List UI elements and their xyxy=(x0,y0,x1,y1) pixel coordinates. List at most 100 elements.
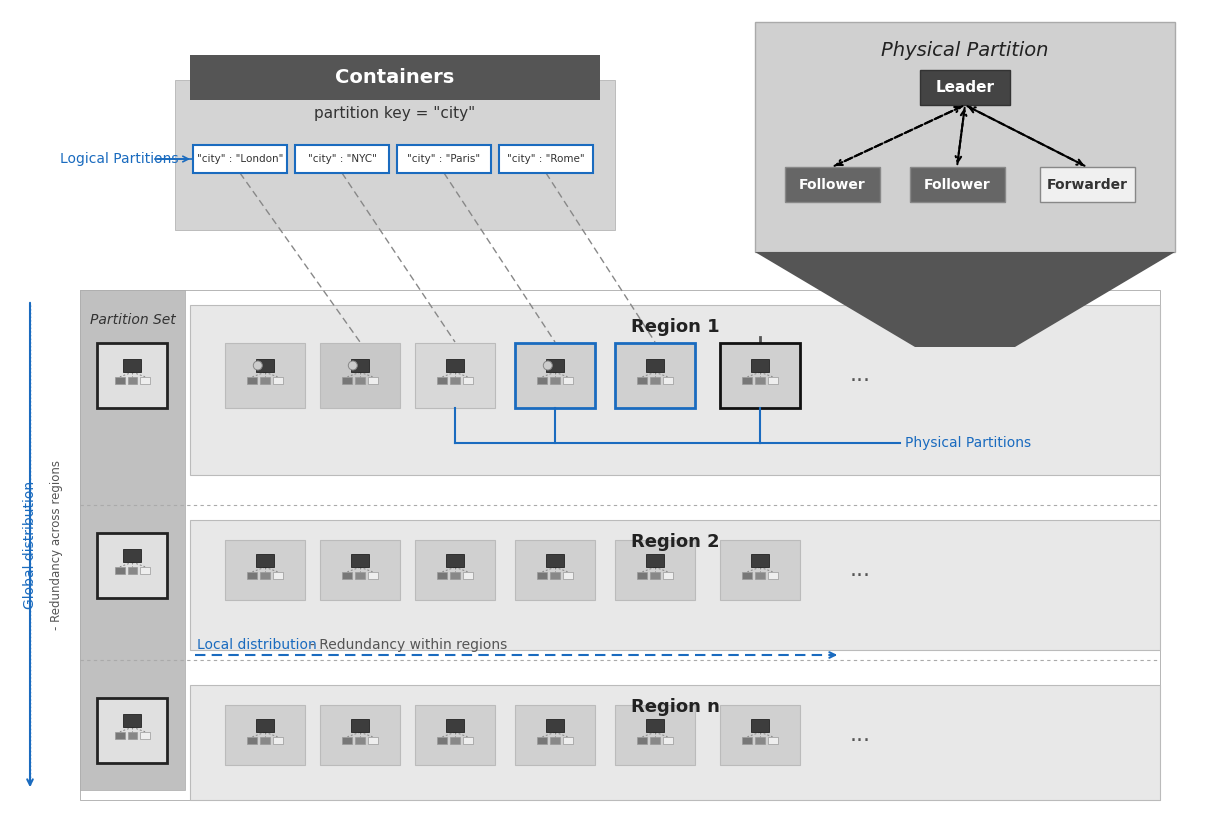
FancyBboxPatch shape xyxy=(295,145,390,173)
FancyBboxPatch shape xyxy=(273,572,282,579)
FancyBboxPatch shape xyxy=(463,377,473,384)
FancyBboxPatch shape xyxy=(320,343,400,408)
FancyBboxPatch shape xyxy=(646,719,665,733)
FancyBboxPatch shape xyxy=(768,737,778,744)
FancyBboxPatch shape xyxy=(191,305,1160,475)
FancyBboxPatch shape xyxy=(755,737,765,744)
FancyBboxPatch shape xyxy=(662,572,673,579)
FancyBboxPatch shape xyxy=(550,572,560,579)
FancyBboxPatch shape xyxy=(415,540,494,600)
Circle shape xyxy=(253,361,262,370)
FancyBboxPatch shape xyxy=(226,343,305,408)
FancyBboxPatch shape xyxy=(355,572,365,579)
FancyBboxPatch shape xyxy=(193,145,287,173)
Text: Local distribution: Local distribution xyxy=(197,638,317,652)
Text: Logical Partitions: Logical Partitions xyxy=(60,152,178,166)
Text: "city" : "Rome": "city" : "Rome" xyxy=(508,154,585,164)
FancyBboxPatch shape xyxy=(755,377,765,384)
Text: Physical Partitions: Physical Partitions xyxy=(904,436,1031,450)
Circle shape xyxy=(349,361,357,370)
FancyBboxPatch shape xyxy=(450,737,459,744)
FancyBboxPatch shape xyxy=(1040,167,1135,202)
Polygon shape xyxy=(755,252,1175,347)
FancyBboxPatch shape xyxy=(191,55,601,100)
Text: Forwarder: Forwarder xyxy=(1047,177,1128,191)
FancyBboxPatch shape xyxy=(563,737,573,744)
FancyBboxPatch shape xyxy=(260,572,270,579)
FancyBboxPatch shape xyxy=(260,377,270,384)
Text: partition key = "city": partition key = "city" xyxy=(315,105,475,120)
Text: - Redundancy within regions: - Redundancy within regions xyxy=(310,638,508,652)
FancyBboxPatch shape xyxy=(450,572,459,579)
Text: ...: ... xyxy=(849,725,871,745)
FancyBboxPatch shape xyxy=(743,572,753,579)
FancyBboxPatch shape xyxy=(546,358,564,372)
FancyBboxPatch shape xyxy=(115,377,125,384)
FancyBboxPatch shape xyxy=(538,572,548,579)
FancyBboxPatch shape xyxy=(415,343,494,408)
FancyBboxPatch shape xyxy=(446,719,464,733)
FancyBboxPatch shape xyxy=(463,737,473,744)
Text: "city" : "London": "city" : "London" xyxy=(197,154,283,164)
FancyBboxPatch shape xyxy=(247,572,257,579)
Text: ...: ... xyxy=(849,560,871,580)
FancyBboxPatch shape xyxy=(538,737,548,744)
FancyBboxPatch shape xyxy=(355,377,365,384)
Text: Physical Partition: Physical Partition xyxy=(882,40,1049,59)
FancyBboxPatch shape xyxy=(920,70,1009,105)
FancyBboxPatch shape xyxy=(646,554,665,567)
FancyBboxPatch shape xyxy=(446,358,464,372)
FancyBboxPatch shape xyxy=(550,377,560,384)
FancyBboxPatch shape xyxy=(98,532,168,597)
FancyBboxPatch shape xyxy=(751,554,769,567)
FancyBboxPatch shape xyxy=(638,377,648,384)
FancyBboxPatch shape xyxy=(515,705,595,765)
FancyBboxPatch shape xyxy=(662,737,673,744)
FancyBboxPatch shape xyxy=(499,145,593,173)
Text: Containers: Containers xyxy=(335,68,455,87)
FancyBboxPatch shape xyxy=(438,572,447,579)
Text: "city" : "NYC": "city" : "NYC" xyxy=(308,154,376,164)
FancyBboxPatch shape xyxy=(546,719,564,733)
FancyBboxPatch shape xyxy=(123,549,141,562)
Text: Follower: Follower xyxy=(800,177,866,191)
FancyBboxPatch shape xyxy=(550,737,560,744)
FancyBboxPatch shape xyxy=(355,737,365,744)
FancyBboxPatch shape xyxy=(98,697,168,762)
FancyBboxPatch shape xyxy=(115,732,125,739)
Text: Follower: Follower xyxy=(924,177,991,191)
FancyBboxPatch shape xyxy=(368,572,377,579)
FancyBboxPatch shape xyxy=(755,22,1175,252)
FancyBboxPatch shape xyxy=(343,737,352,744)
Text: Region 1: Region 1 xyxy=(631,318,719,336)
FancyBboxPatch shape xyxy=(256,358,274,372)
FancyBboxPatch shape xyxy=(615,343,695,408)
FancyBboxPatch shape xyxy=(751,719,769,733)
FancyBboxPatch shape xyxy=(615,705,695,765)
FancyBboxPatch shape xyxy=(226,540,305,600)
FancyBboxPatch shape xyxy=(140,567,150,574)
FancyBboxPatch shape xyxy=(563,572,573,579)
FancyBboxPatch shape xyxy=(638,572,648,579)
FancyBboxPatch shape xyxy=(743,737,753,744)
FancyBboxPatch shape xyxy=(650,572,660,579)
FancyBboxPatch shape xyxy=(720,705,800,765)
FancyBboxPatch shape xyxy=(515,343,595,408)
FancyBboxPatch shape xyxy=(343,572,352,579)
FancyBboxPatch shape xyxy=(175,80,615,230)
Text: ...: ... xyxy=(849,365,871,385)
FancyBboxPatch shape xyxy=(515,540,595,600)
FancyBboxPatch shape xyxy=(662,377,673,384)
FancyBboxPatch shape xyxy=(720,540,800,600)
FancyBboxPatch shape xyxy=(140,377,150,384)
FancyBboxPatch shape xyxy=(140,732,150,739)
FancyBboxPatch shape xyxy=(720,343,800,408)
FancyBboxPatch shape xyxy=(115,567,125,574)
FancyBboxPatch shape xyxy=(368,377,377,384)
FancyBboxPatch shape xyxy=(615,540,695,600)
FancyBboxPatch shape xyxy=(128,377,137,384)
FancyBboxPatch shape xyxy=(450,377,459,384)
FancyBboxPatch shape xyxy=(191,685,1160,800)
FancyBboxPatch shape xyxy=(320,705,400,765)
FancyBboxPatch shape xyxy=(260,737,270,744)
